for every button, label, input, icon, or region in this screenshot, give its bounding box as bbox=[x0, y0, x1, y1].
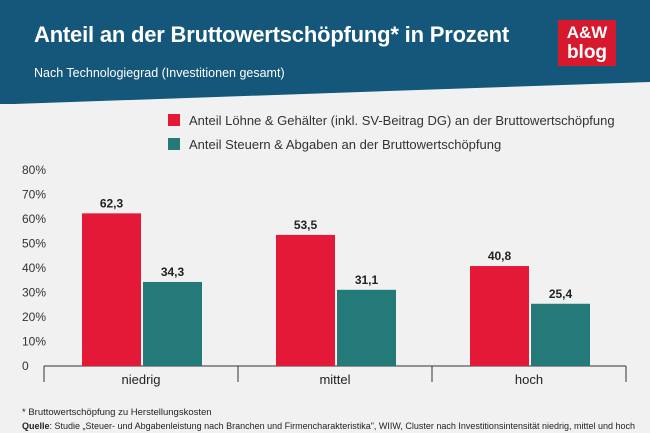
bar-wages bbox=[470, 266, 529, 366]
chart-subtitle: Nach Technologiegrad (Investitionen gesa… bbox=[34, 66, 285, 80]
legend-label-taxes: Anteil Steuern & Abgaben an der Bruttowe… bbox=[189, 136, 502, 152]
header-background bbox=[0, 0, 650, 104]
legend-item-wages: Anteil Löhne & Gehälter (inkl. SV-Beitra… bbox=[168, 111, 615, 129]
source-label: Quelle bbox=[22, 421, 50, 431]
logo-line-1: A&W bbox=[566, 23, 608, 42]
x-category-label: mittel bbox=[319, 372, 350, 387]
data-label: 34,3 bbox=[161, 265, 185, 279]
y-tick-label: 70% bbox=[22, 188, 46, 202]
y-tick-label: 10% bbox=[22, 335, 46, 349]
data-label: 25,4 bbox=[549, 287, 573, 301]
bar-chart: 0 10% 20% 30% 40% 50% 60% 70% 80% 62,3 34,3 niedrig… bbox=[22, 163, 627, 387]
y-tick-label: 80% bbox=[22, 163, 46, 177]
bar-taxes bbox=[337, 289, 396, 366]
legend-swatch-wages bbox=[168, 114, 180, 126]
bar-wages bbox=[276, 234, 335, 366]
chart-title: Anteil an der Bruttowertschöpfung* in Pr… bbox=[34, 22, 510, 47]
x-category-label: hoch bbox=[515, 372, 543, 387]
bar-taxes bbox=[531, 303, 590, 366]
data-label: 53,5 bbox=[294, 218, 318, 232]
legend-swatch-taxes bbox=[168, 138, 180, 150]
data-label: 40,8 bbox=[488, 249, 512, 263]
data-label: 62,3 bbox=[100, 196, 124, 210]
legend-label-wages: Anteil Löhne & Gehälter (inkl. SV-Beitra… bbox=[189, 112, 615, 128]
y-tick-label: 60% bbox=[22, 212, 46, 226]
chart-legend: Anteil Löhne & Gehälter (inkl. SV-Beitra… bbox=[168, 111, 615, 159]
header-banner: Anteil an der Bruttowertschöpfung* in Pr… bbox=[0, 0, 650, 104]
y-tick-label: 40% bbox=[22, 261, 46, 275]
aw-blog-logo[interactable]: A&W blog bbox=[558, 20, 616, 66]
data-label: 31,1 bbox=[355, 273, 379, 287]
y-tick-label: 30% bbox=[22, 286, 46, 300]
legend-item-taxes: Anteil Steuern & Abgaben an der Bruttowe… bbox=[168, 135, 615, 153]
logo-line-2: blog bbox=[566, 42, 608, 63]
x-category-label: niedrig bbox=[121, 372, 160, 387]
source-note: Quelle: Studie „Steuer- und Abgabenleist… bbox=[22, 421, 635, 431]
bar-wages bbox=[82, 213, 141, 366]
footnote: * Bruttowertschöpfung zu Herstellungskos… bbox=[22, 407, 212, 418]
source-text: : Studie „Steuer- und Abgabenleistung na… bbox=[49, 421, 636, 431]
y-tick-label: 20% bbox=[22, 310, 46, 324]
y-tick-label: 50% bbox=[22, 237, 46, 251]
y-tick-label: 0 bbox=[22, 359, 29, 373]
bar-taxes bbox=[143, 281, 202, 366]
